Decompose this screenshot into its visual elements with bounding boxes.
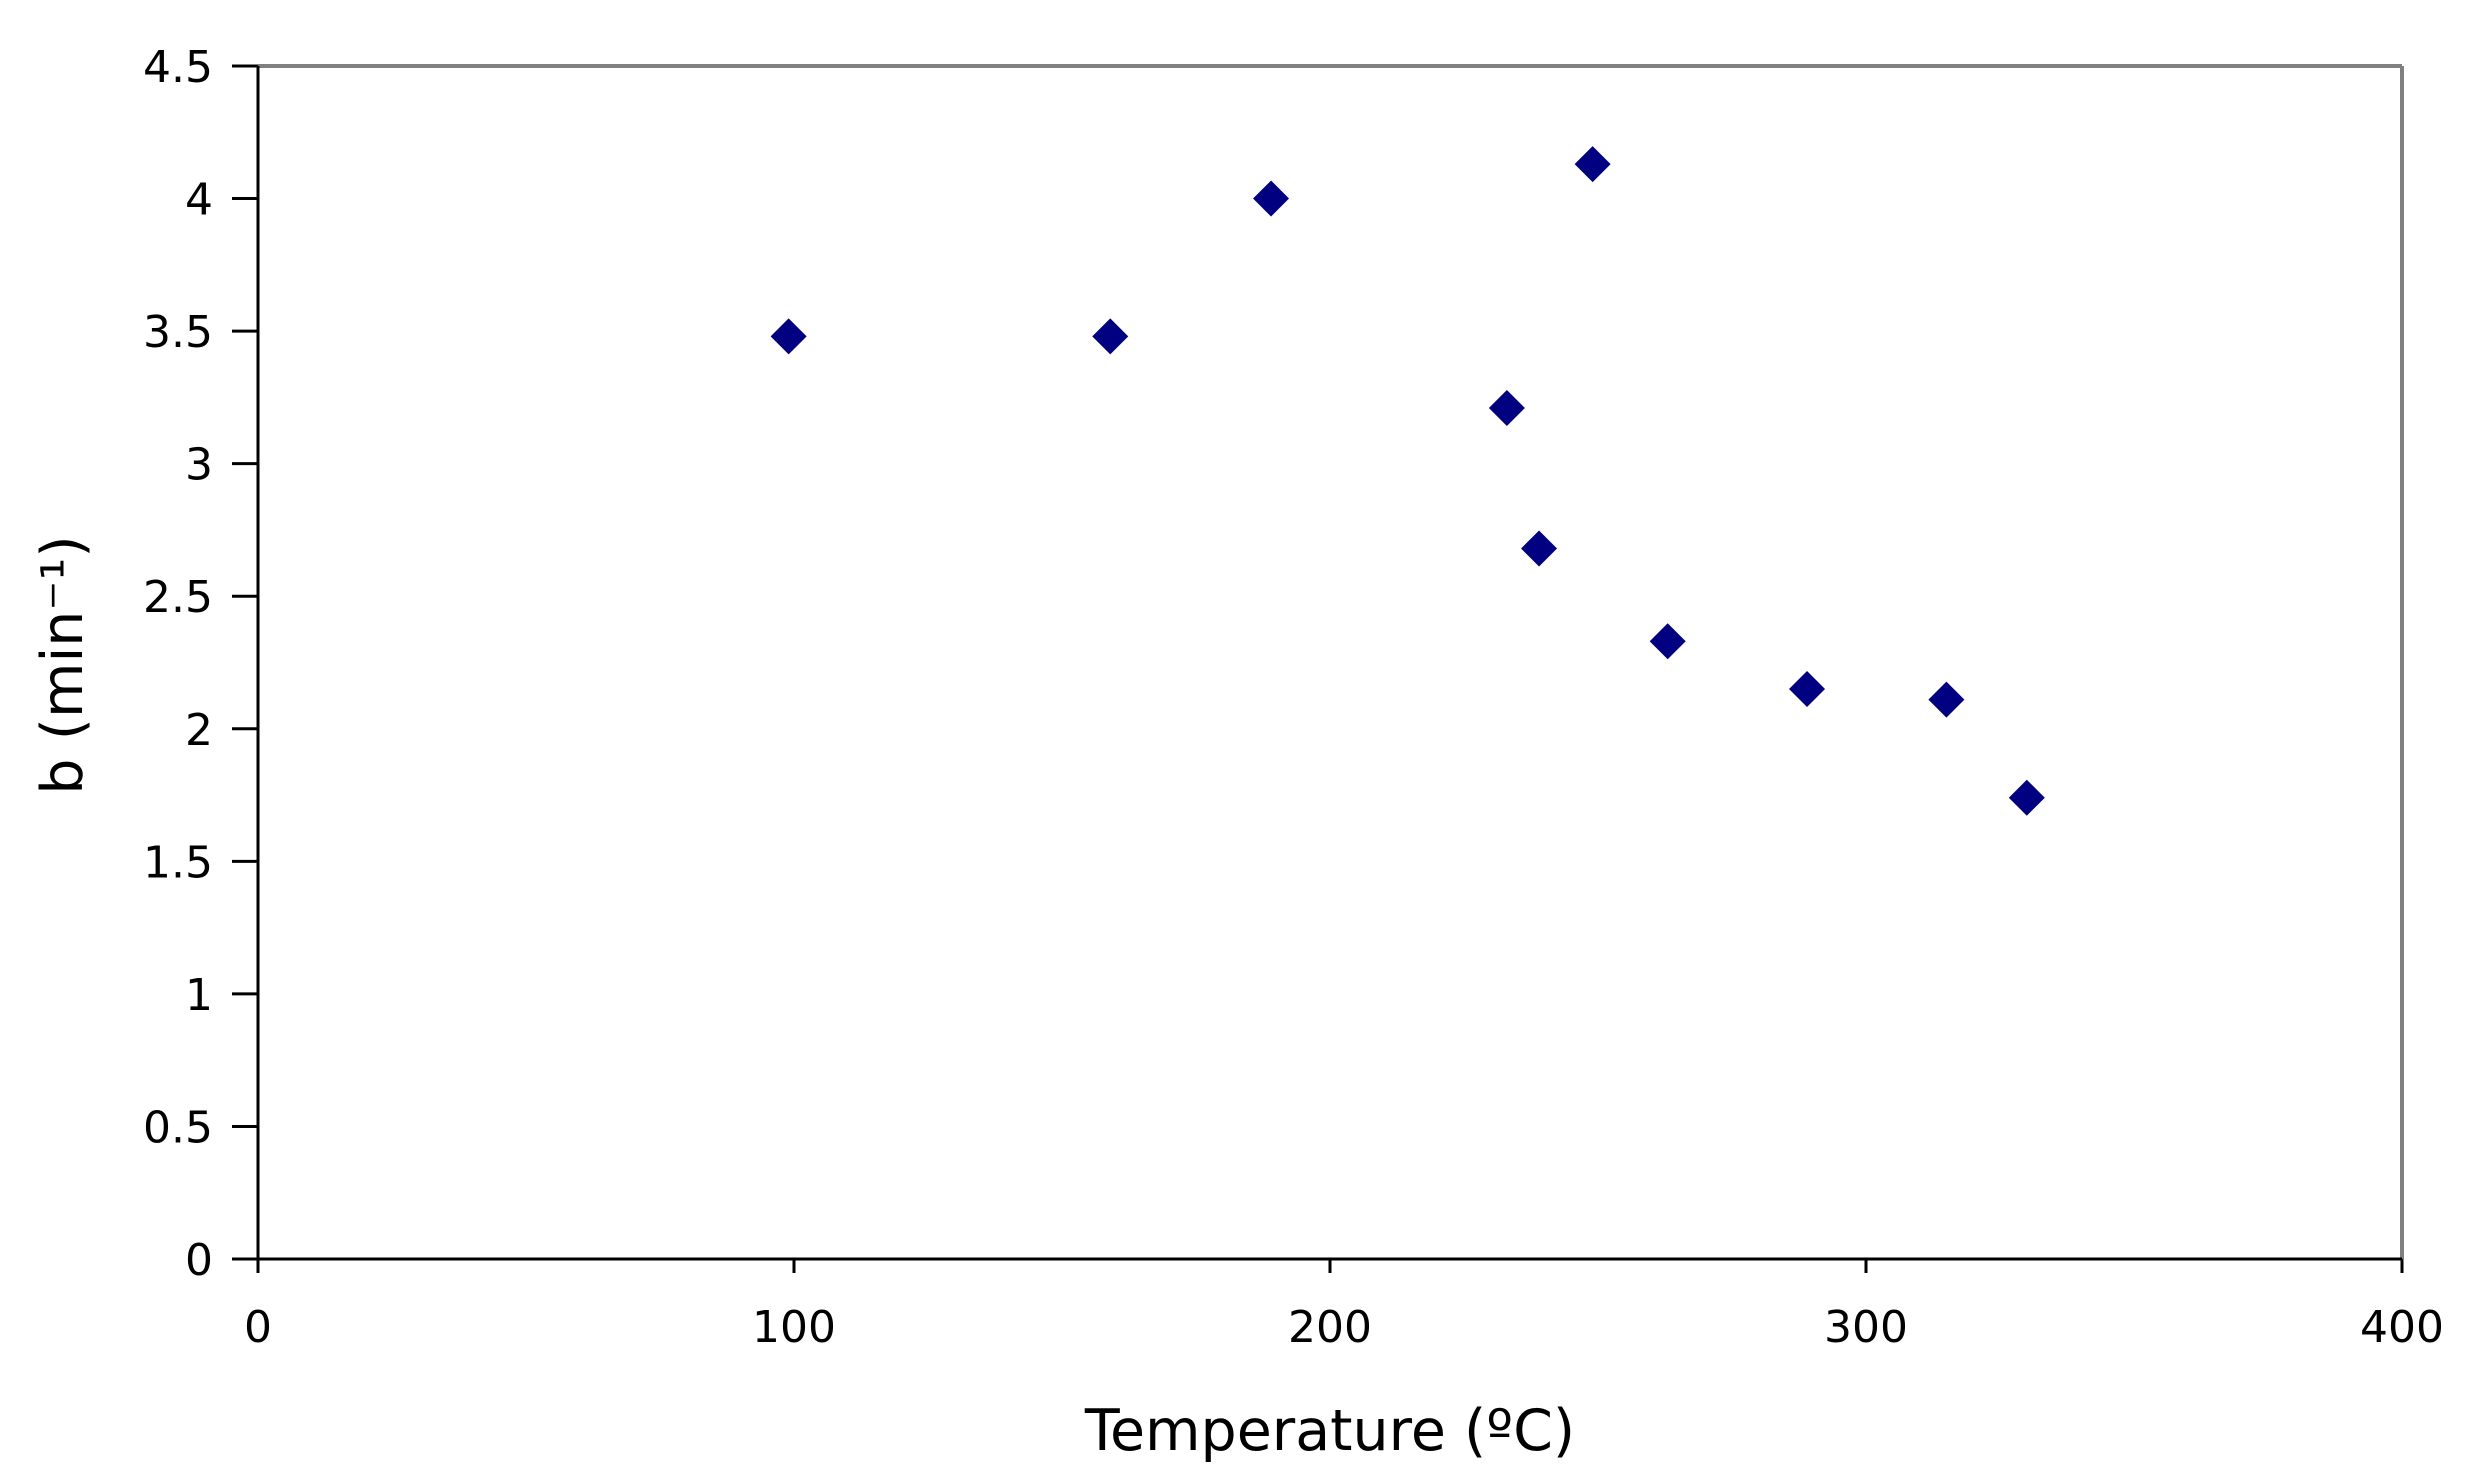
data-markers	[770, 146, 2045, 816]
y-tick-label: 3.5	[143, 307, 213, 358]
data-point-marker	[1253, 180, 1290, 217]
y-tick-label: 2.5	[143, 572, 213, 623]
data-point-marker	[1928, 681, 1965, 718]
data-point-marker	[770, 318, 807, 355]
x-tick-label: 300	[1824, 1302, 1908, 1353]
x-axis-title: Temperature (ºC)	[1084, 1398, 1575, 1464]
data-point-marker	[1092, 318, 1129, 355]
y-axis: 0 0.5 1 1.5 2 2.5 3 3.5 4 4.5	[143, 42, 260, 1286]
plot-frame	[258, 64, 2404, 1259]
x-tick-label: 0	[244, 1302, 272, 1353]
data-point-marker	[1789, 671, 1826, 708]
data-point-marker	[1574, 146, 1611, 183]
y-tick-label: 0.5	[143, 1102, 213, 1153]
data-point-marker	[1521, 530, 1558, 567]
y-tick-label: 4	[185, 175, 213, 226]
x-axis: 0 100 200 300 400	[232, 1257, 2444, 1353]
y-tick-label: 4.5	[143, 42, 213, 93]
y-axis-title: b (min⁻¹)	[30, 535, 96, 794]
y-tick-label: 1	[185, 970, 213, 1021]
x-tick-label: 200	[1288, 1302, 1372, 1353]
data-point-marker	[2008, 779, 2045, 816]
y-tick-label: 1.5	[143, 837, 213, 888]
y-tick-label: 3	[185, 440, 213, 491]
x-tick-label: 400	[2360, 1302, 2444, 1353]
x-tick-label: 100	[752, 1302, 836, 1353]
data-point-marker	[1488, 389, 1525, 426]
data-point-marker	[1649, 623, 1686, 660]
y-tick-label: 2	[185, 705, 213, 756]
y-tick-label: 0	[185, 1235, 213, 1286]
